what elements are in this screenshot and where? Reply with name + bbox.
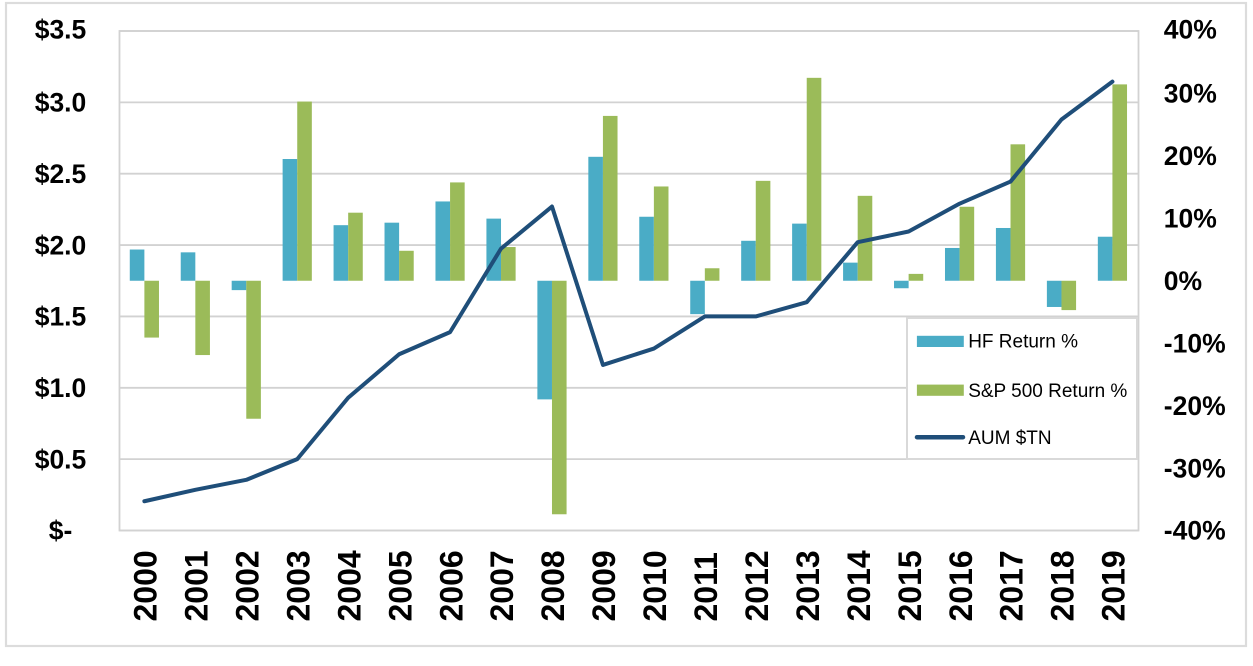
svg-text:$2.0: $2.0	[35, 230, 87, 260]
svg-text:2012: 2012	[739, 550, 775, 621]
svg-text:2008: 2008	[535, 550, 571, 621]
svg-text:2006: 2006	[433, 550, 469, 621]
svg-text:2013: 2013	[790, 550, 826, 621]
svg-text:2000: 2000	[128, 550, 164, 621]
svg-text:-20%: -20%	[1164, 391, 1226, 421]
svg-text:20%: 20%	[1164, 141, 1217, 171]
svg-text:2011: 2011	[688, 552, 724, 621]
svg-text:2015: 2015	[892, 550, 928, 621]
svg-text:S&P 500 Return %: S&P 500 Return %	[968, 381, 1127, 402]
svg-text:$3.0: $3.0	[35, 88, 87, 118]
svg-text:HF Return %: HF Return %	[968, 332, 1078, 353]
svg-text:2007: 2007	[484, 550, 520, 621]
svg-text:2009: 2009	[586, 550, 622, 621]
svg-text:AUM $TN: AUM $TN	[968, 428, 1051, 449]
svg-text:$1.5: $1.5	[35, 302, 87, 332]
svg-text:2002: 2002	[229, 550, 265, 621]
svg-text:2019: 2019	[1096, 550, 1132, 621]
svg-text:2005: 2005	[382, 550, 418, 621]
svg-text:40%: 40%	[1164, 15, 1217, 45]
svg-text:10%: 10%	[1164, 204, 1217, 234]
svg-text:$1.0: $1.0	[35, 373, 87, 403]
svg-text:-30%: -30%	[1164, 453, 1226, 483]
svg-text:30%: 30%	[1164, 79, 1217, 109]
svg-text:2018: 2018	[1045, 550, 1081, 621]
svg-text:2014: 2014	[841, 550, 877, 621]
svg-text:$2.5: $2.5	[35, 159, 87, 189]
svg-text:-10%: -10%	[1164, 328, 1226, 358]
svg-text:-40%: -40%	[1164, 516, 1226, 546]
svg-text:2004: 2004	[331, 550, 367, 621]
svg-text:$-: $-	[49, 516, 73, 546]
svg-text:$0.5: $0.5	[35, 444, 87, 474]
svg-text:2017: 2017	[994, 550, 1030, 621]
svg-text:2010: 2010	[637, 550, 673, 621]
svg-text:0%: 0%	[1164, 266, 1202, 296]
svg-text:$3.5: $3.5	[35, 15, 87, 45]
svg-text:2016: 2016	[943, 550, 979, 621]
svg-text:2001: 2001	[179, 550, 215, 621]
svg-text:2003: 2003	[280, 550, 316, 621]
